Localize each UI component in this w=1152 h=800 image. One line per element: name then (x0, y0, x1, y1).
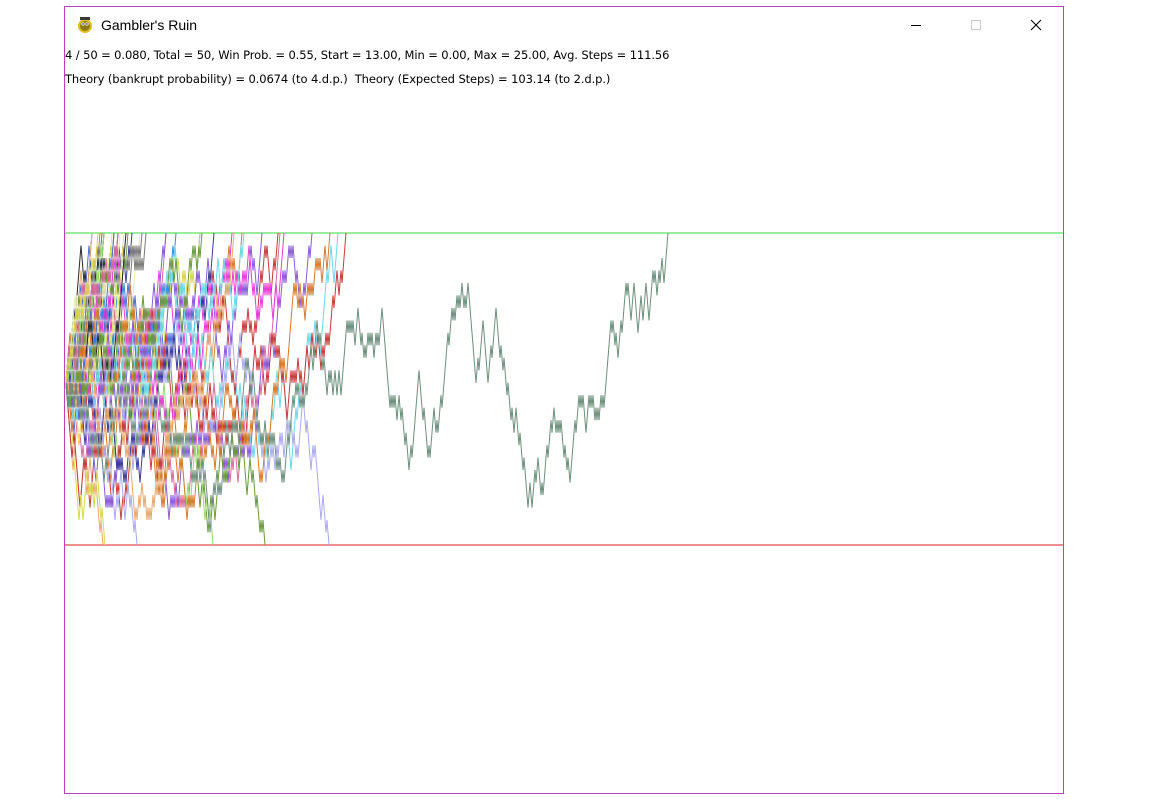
app-window: Gambler's Ruin 4 / 50 = 0.080, Total = 5… (64, 6, 1064, 794)
maximize-icon (971, 20, 981, 30)
walk-path (65, 232, 119, 383)
walk-path (65, 232, 235, 521)
walk-path (65, 232, 101, 383)
walk-path (65, 232, 203, 408)
pygame-snake-icon (78, 17, 92, 33)
walk-path (65, 232, 285, 433)
walk-path (65, 232, 141, 383)
longest-walk-path (65, 232, 669, 533)
close-button[interactable] (1013, 7, 1059, 43)
walk-path (65, 382, 106, 546)
stats-line: 4 / 50 = 0.080, Total = 50, Win Prob. = … (65, 48, 670, 62)
walk-path (65, 232, 99, 383)
title-bar[interactable]: Gambler's Ruin (65, 7, 1063, 43)
close-icon (1030, 19, 1042, 31)
maximize-button[interactable] (953, 7, 999, 43)
minimize-button[interactable] (893, 7, 939, 43)
window-title: Gambler's Ruin (101, 17, 198, 33)
random-walk-plot (65, 232, 1063, 546)
walk-path (65, 232, 245, 421)
simulation-canvas: 4 / 50 = 0.080, Total = 50, Win Prob. = … (65, 43, 1063, 793)
minimize-icon (911, 25, 921, 26)
theory-line: Theory (bankrupt probability) = 0.0674 (… (65, 72, 611, 86)
